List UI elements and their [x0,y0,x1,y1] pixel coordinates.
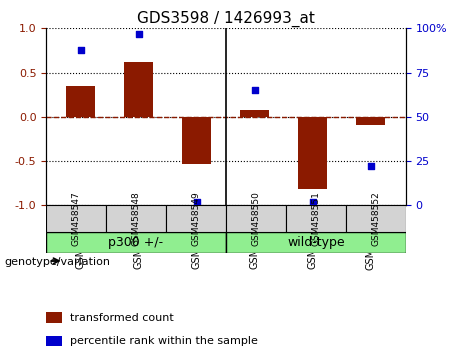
Text: GSM458552: GSM458552 [371,191,380,246]
FancyBboxPatch shape [46,232,226,253]
FancyBboxPatch shape [346,205,406,232]
Text: GSM458549: GSM458549 [191,191,201,246]
Text: GSM458548: GSM458548 [131,191,141,246]
FancyBboxPatch shape [226,232,406,253]
Text: transformed count: transformed count [70,313,173,323]
FancyBboxPatch shape [166,205,226,232]
Bar [298,117,327,189]
Point [367,164,375,169]
Point [135,31,142,36]
Text: wild-type: wild-type [287,236,345,249]
Text: GSM458550: GSM458550 [251,191,260,246]
Text: p300 +/-: p300 +/- [108,236,164,249]
Text: genotype/variation: genotype/variation [5,257,111,267]
FancyBboxPatch shape [106,205,166,232]
Bar [183,117,212,164]
Text: GSM458547: GSM458547 [71,191,81,246]
Bar [124,62,154,117]
Bar [356,117,385,125]
FancyBboxPatch shape [226,205,286,232]
FancyBboxPatch shape [286,205,346,232]
FancyBboxPatch shape [46,205,106,232]
Bar [240,110,269,117]
Point [309,199,317,205]
Bar [46,312,62,323]
Point [193,199,201,205]
Bar [66,86,95,117]
Point [77,47,84,52]
Title: GDS3598 / 1426993_at: GDS3598 / 1426993_at [137,11,315,27]
Point [251,87,259,93]
Text: GSM458551: GSM458551 [311,191,320,246]
Bar [46,336,62,346]
Text: percentile rank within the sample: percentile rank within the sample [70,336,258,346]
